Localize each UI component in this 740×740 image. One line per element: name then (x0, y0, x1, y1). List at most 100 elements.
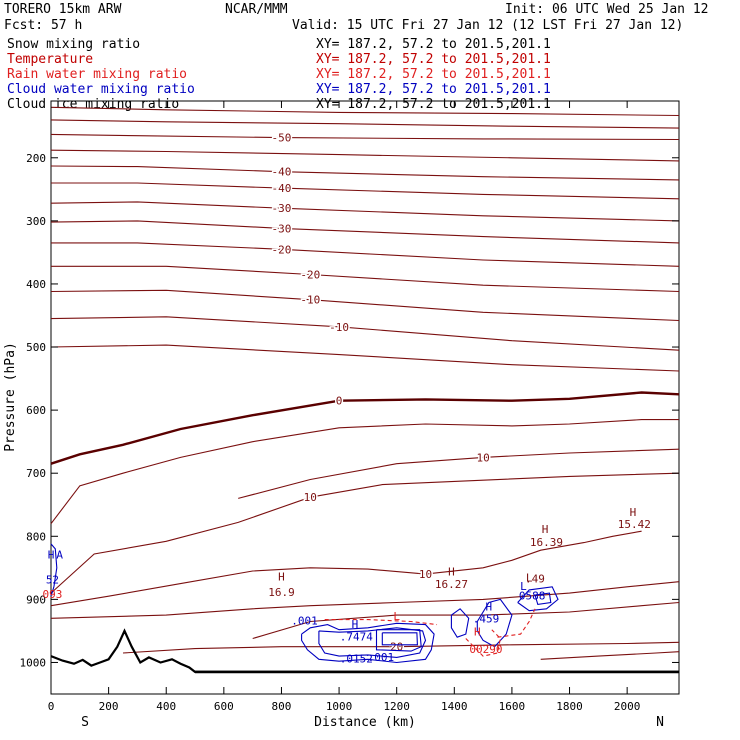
rain-water-contour (465, 629, 501, 657)
contour-annotation: L (526, 572, 533, 585)
y-axis-title: Pressure (hPa) (3, 342, 18, 452)
temperature-contour (50, 316, 680, 351)
y-tick-label: 300 (26, 215, 46, 228)
y-tick-label: 500 (26, 341, 46, 354)
x-tick-label: 800 (272, 700, 292, 713)
y-tick-label: 800 (26, 530, 46, 543)
cloud-water-contour (375, 629, 422, 652)
contour-annotation: .459 (473, 613, 500, 626)
temperature-contour (51, 265, 680, 293)
contour-annotation: .001 (368, 651, 395, 664)
contour-annotation: 16.27 (435, 578, 468, 591)
temperature-contour-label: -40 (272, 166, 292, 179)
y-tick-label: 200 (26, 152, 46, 165)
temperature-contour (50, 220, 680, 244)
rain-water-contour (497, 608, 536, 638)
cloud-water-contour (50, 543, 58, 597)
x-tick-label: 1600 (499, 700, 526, 713)
contour-annotation: H (352, 618, 359, 631)
cloud-water-contour (517, 586, 559, 612)
temperature-contour (122, 641, 680, 654)
cloud-water-contour (476, 598, 513, 648)
cloud-water-contour (450, 608, 470, 638)
x-tick-label: 1400 (441, 700, 468, 713)
temperature-contour (50, 419, 679, 525)
contour-annotation: .0152 (340, 652, 373, 665)
temperature-contour-label: 10 (304, 491, 317, 504)
legend-name-cloud-water: Cloud water mixing ratio (7, 82, 195, 97)
temperature-contour (51, 242, 680, 267)
temperature-contour (50, 133, 680, 141)
cloud-water-contour (534, 592, 552, 606)
y-tick-label: 700 (26, 467, 46, 480)
forecast-hour: Fcst: 57 h (4, 18, 82, 33)
temperature-contour (50, 391, 680, 465)
cloud-water-contour (318, 627, 427, 658)
x-tick-label: 200 (99, 700, 119, 713)
temperature-contour (50, 201, 680, 222)
valid-time: Valid: 15 UTC Fri 27 Jan 12 (12 LST Fri … (292, 18, 683, 33)
legend-xy-cloud-ice: XY= 187.2, 57.2 to 201.5,201.1 (316, 97, 551, 112)
agency-label: NCAR/MMM (225, 2, 288, 17)
contour-annotation: H (474, 625, 481, 638)
contour-annotation: A (56, 548, 63, 561)
contour-annotation: .001 (291, 615, 318, 628)
temperature-contour (50, 530, 642, 607)
plot-frame (50, 100, 680, 695)
contour-annotation: L (520, 580, 527, 593)
temperature-contour-label: 10 (419, 568, 432, 581)
x-tick-label: 2000 (614, 700, 641, 713)
legend-name-rain: Rain water mixing ratio (7, 67, 187, 82)
legend-xy-cloud-water: XY= 187.2, 57.2 to 201.5,201.1 (316, 82, 551, 97)
legend-xy-temperature: XY= 187.2, 57.2 to 201.5,201.1 (316, 52, 551, 67)
contour-annotation: L (393, 610, 400, 623)
contour-annotation: H (486, 601, 493, 614)
contour-annotation: H (278, 570, 285, 583)
temperature-contour (50, 106, 680, 117)
temperature-contour-label: -10 (300, 294, 320, 307)
cloud-water-contour (381, 632, 418, 646)
rain-water-contour (324, 619, 438, 626)
x-tick-label: 600 (214, 700, 234, 713)
contour-annotation: 093 (43, 588, 63, 601)
contour-annotation: .49 (525, 572, 545, 585)
temperature-contour (238, 448, 680, 499)
contour-annotation: 16.39 (530, 536, 563, 549)
legend-xy-snow: XY= 187.2, 57.2 to 201.5,201.1 (316, 37, 551, 52)
y-tick-label: 400 (26, 278, 46, 291)
temperature-contour-label: -20 (272, 243, 292, 256)
x-tick-label: 0 (48, 700, 55, 713)
temperature-contour (50, 119, 680, 129)
temperature-contour (540, 651, 680, 660)
contour-annotation: 52 (46, 574, 59, 587)
temperature-contour-label: -10 (329, 321, 349, 334)
cloud-water-contours (50, 543, 559, 664)
contour-annotation: 16.9 (268, 586, 295, 599)
model-title: TORERO 15km ARW (4, 2, 122, 17)
temperature-contour-label: 10 (476, 451, 489, 464)
contour-annotation: 00290 (469, 643, 502, 656)
rain-water-contours (324, 608, 536, 657)
contour-annotation: 0588 (519, 589, 546, 602)
contour-annotation: .7474 (340, 630, 373, 643)
legend-name-temperature: Temperature (7, 52, 93, 67)
temperature-contour (50, 581, 680, 619)
temperature-contour-label: -40 (272, 182, 292, 195)
legend-name-snow: Snow mixing ratio (7, 37, 140, 52)
temperature-contour-label: -20 (300, 268, 320, 281)
contour-annotation: H (630, 506, 637, 519)
contour-annotation: 15.42 (618, 518, 651, 531)
x-tick-label: 1000 (326, 700, 353, 713)
x-tick-label: 1200 (383, 700, 410, 713)
contour-annotation: H (542, 523, 549, 536)
cloud-water-contour (301, 622, 435, 664)
temperature-contour-label: -30 (272, 202, 292, 215)
y-tick-label: 900 (26, 593, 46, 606)
contour-annotation: H (448, 565, 455, 578)
legend-xy-rain: XY= 187.2, 57.2 to 201.5,201.1 (316, 67, 551, 82)
terrain-surface-line (50, 628, 679, 674)
terrain (50, 628, 679, 674)
